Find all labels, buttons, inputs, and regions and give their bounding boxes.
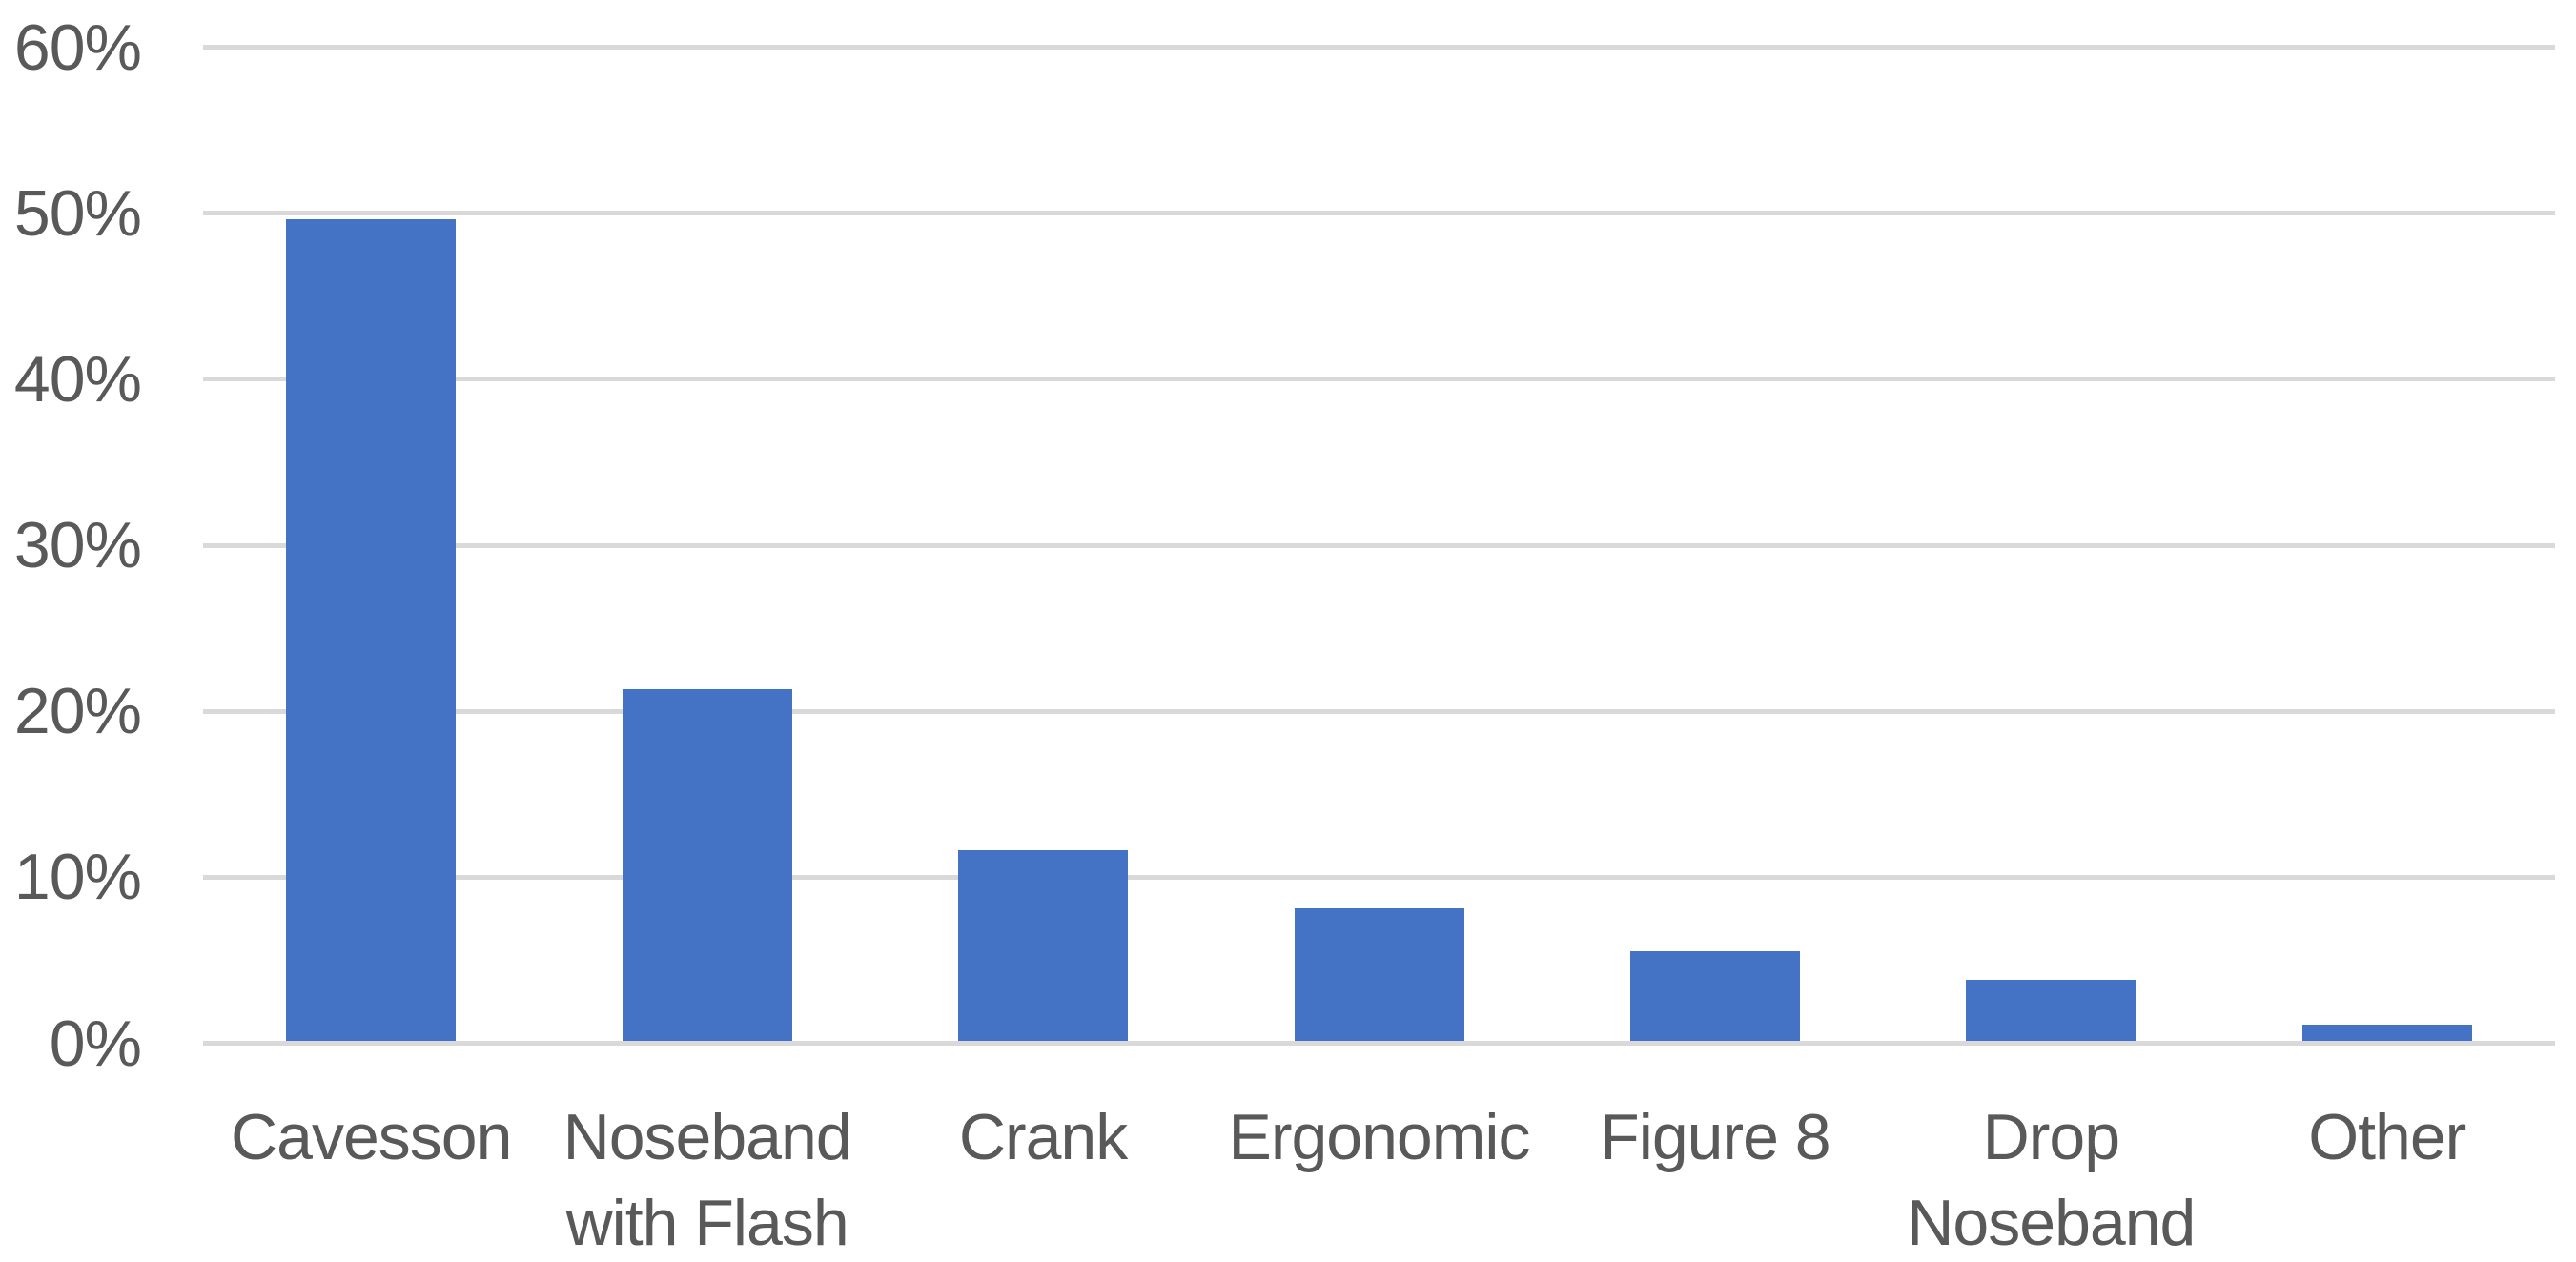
bar-figure-8 [1629, 950, 1800, 1041]
gridline-0% [203, 1041, 2555, 1046]
bar-noseband-with-flash [622, 688, 792, 1041]
x-category-label: Figure 8 [1600, 1101, 1830, 1173]
y-tick-label: 60% [13, 10, 142, 84]
y-tick-label: 50% [13, 176, 142, 250]
y-tick-label: 40% [13, 342, 142, 416]
x-category-label: Cavesson [231, 1101, 512, 1173]
bar-cavesson [286, 218, 457, 1041]
bar-ergonomic [1294, 907, 1464, 1041]
gridline-30% [203, 542, 2555, 548]
y-tick-label: 20% [13, 675, 142, 748]
y-tick-label: 10% [13, 841, 142, 914]
y-tick-label: 0% [49, 1007, 142, 1080]
x-category-label: Noseband with Flash [562, 1101, 852, 1259]
gridline-40% [203, 377, 2555, 382]
y-tick-label: 30% [13, 509, 142, 581]
bar-crank [958, 849, 1129, 1041]
gridline-50% [203, 211, 2555, 216]
gridline-20% [203, 708, 2555, 714]
x-category-label: Other [2308, 1101, 2466, 1173]
gridline-60% [203, 45, 2555, 50]
bar-drop-noseband [1966, 979, 2136, 1041]
bar-other [2301, 1024, 2472, 1041]
x-category-label: Crank [958, 1101, 1128, 1173]
x-category-label: Ergonomic [1228, 1101, 1530, 1173]
x-category-label: Drop Noseband [1907, 1101, 2196, 1259]
gridline-10% [203, 874, 2555, 880]
